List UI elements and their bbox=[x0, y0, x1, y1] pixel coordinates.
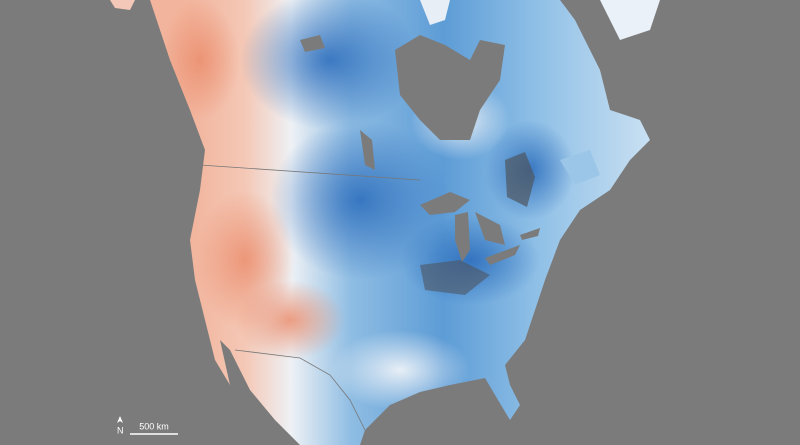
scale: N 500 km bbox=[117, 416, 178, 435]
cold-anomaly bbox=[270, 120, 450, 280]
lake bbox=[455, 212, 470, 262]
lake bbox=[485, 245, 520, 265]
border bbox=[234, 349, 366, 431]
island bbox=[110, 0, 135, 10]
lake bbox=[520, 228, 540, 240]
border bbox=[199, 164, 421, 181]
island bbox=[560, 150, 600, 185]
cold-anomaly bbox=[400, 215, 540, 305]
no-data bbox=[420, 260, 490, 295]
island bbox=[420, 0, 450, 25]
no-data bbox=[505, 152, 535, 207]
lake bbox=[420, 192, 470, 215]
north-arrow bbox=[117, 416, 123, 423]
island bbox=[600, 0, 660, 40]
lake bbox=[475, 212, 505, 245]
cold-anomaly bbox=[240, 0, 420, 130]
lake bbox=[360, 130, 375, 170]
lake bbox=[300, 35, 325, 52]
hudson-bay bbox=[395, 35, 505, 140]
warm-anomaly bbox=[235, 280, 345, 360]
scale-label: 500 km bbox=[139, 421, 169, 431]
land bbox=[150, 0, 650, 445]
north-label: N bbox=[117, 425, 124, 435]
